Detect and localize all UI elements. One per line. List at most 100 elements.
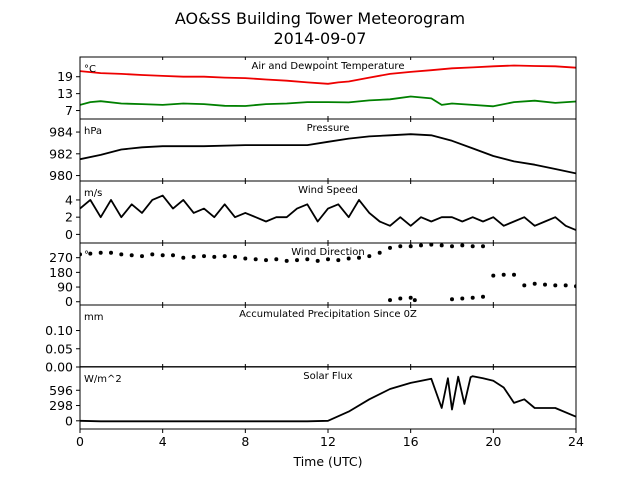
data-point [429,243,434,247]
panel-0: 7 13 19 Air and Dewpoint Temperature °C [57,56,577,120]
y-tick-label: 0.05 [45,341,73,356]
y-tick-label: 19 [57,69,73,84]
panel-1: 980 982 984 Pressure hPa [49,118,577,183]
data-point [408,295,413,300]
y-tick-label: 0 [65,413,73,428]
panel-title: Pressure [307,123,350,134]
data-point [253,257,258,262]
y-tick-label: 0 [65,227,73,242]
data-point [450,297,454,302]
data-point [119,252,124,257]
data-point [212,254,217,259]
x-tick-label: 8 [241,434,249,449]
data-point [140,254,144,259]
data-point [481,294,485,299]
series-line-0-0 [80,64,576,85]
data-point [481,244,485,249]
y-tick-label: 0.00 [45,360,73,375]
data-point [412,298,417,303]
data-point [305,257,310,262]
data-point [129,253,134,258]
x-axis: 0 4 8 12 16 20 24 [76,434,584,449]
panel-title: Wind Direction [291,247,365,258]
chart-title: AO&SS Building Tower Meteorogram [175,9,465,28]
x-tick-label: 4 [159,434,167,449]
data-point [274,257,279,262]
y-tick-label: 984 [49,125,73,140]
data-point [264,258,268,263]
panel-2: 0 2 4 Wind Speed m/s [65,180,577,244]
data-point [398,244,403,249]
panel-unit: m/s [84,188,102,199]
panel-4: 0.00 0.05 0.10 Accumulated Precipitation Si… [45,304,577,375]
data-point [532,281,537,286]
data-point [470,244,475,249]
x-tick-label: 0 [76,434,84,449]
series-3-0 [80,243,576,289]
data-point [377,250,382,255]
panel-unit: W/m^2 [84,374,122,385]
panel-title: Solar Flux [303,371,353,382]
data-point [98,250,103,255]
x-tick-label: 12 [320,434,336,449]
data-point [181,255,186,260]
data-point [109,250,113,255]
data-point [160,253,165,258]
data-point [222,254,227,259]
y-tick-label: 13 [57,86,73,101]
y-tick-label: 4 [65,192,73,207]
series-line-5-0 [80,375,576,423]
data-point [419,243,423,248]
data-point [450,244,454,249]
x-tick-label: 20 [485,434,501,449]
data-point [512,272,516,277]
y-tick-label: 596 [49,383,73,398]
x-axis-label: Time (UTC) [292,454,362,469]
y-tick-label: 298 [49,398,73,413]
data-point [357,255,361,260]
chart-subtitle: 2014-09-07 [274,29,367,48]
y-tick-label: 980 [49,168,73,183]
data-point [191,254,196,259]
y-tick-label: 2 [65,210,73,225]
panel-unit: ° [84,250,89,261]
data-point [553,283,558,288]
data-point [543,282,547,287]
panel-title: Wind Speed [298,185,358,196]
data-point [491,273,496,278]
y-tick-label: 7 [65,103,73,118]
data-point [326,257,330,262]
series-line-2-0 [80,194,576,231]
data-point [388,245,392,250]
y-tick-label: 270 [49,250,73,265]
panel-unit: mm [84,312,103,323]
panel-title: Air and Dewpoint Temperature [252,61,405,72]
data-point [388,298,392,303]
data-point [501,272,506,277]
series-3-1 [388,294,485,303]
data-point [295,258,299,263]
panels-group: 7 13 19 Air and Dewpoint Temperature °C 980 98… [45,56,584,449]
series-line-0-1 [80,95,576,108]
data-point [563,283,568,288]
data-point [202,254,206,259]
data-point [346,256,351,261]
x-tick-label: 24 [568,434,584,449]
panel-unit: hPa [84,126,102,137]
data-point [243,256,248,261]
data-point [460,243,465,248]
data-point [398,296,403,301]
data-point [470,295,475,300]
y-tick-label: 90 [57,280,73,295]
data-point [233,254,237,259]
panel-unit: °C [84,64,96,75]
data-point [439,243,444,248]
series-line-1-0 [80,133,576,175]
data-point [367,254,372,259]
data-point [336,258,341,263]
x-tick-label: 16 [403,434,419,449]
data-point [171,253,175,258]
